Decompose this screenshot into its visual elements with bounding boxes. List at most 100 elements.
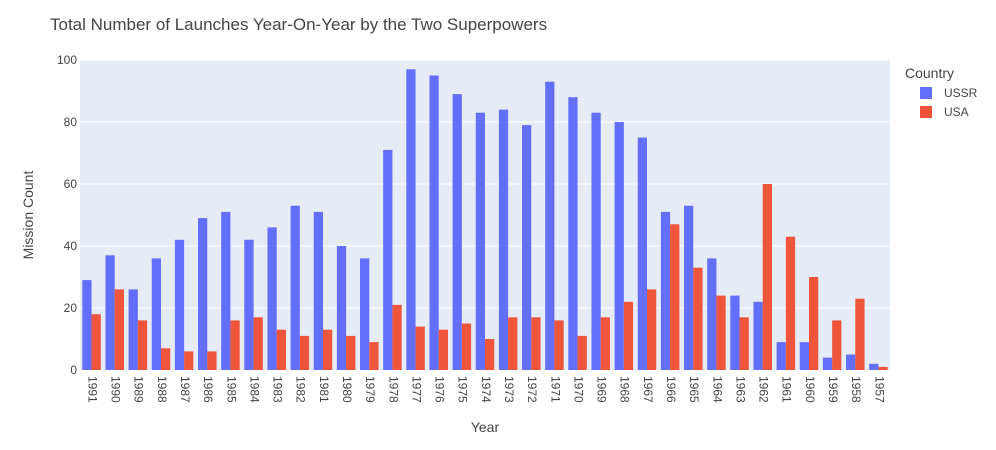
x-tick-label: 1984 bbox=[247, 376, 261, 403]
x-tick-label: 1982 bbox=[294, 376, 308, 403]
legend-swatch-usa bbox=[920, 106, 932, 118]
bar-ussr-1983 bbox=[267, 227, 277, 370]
bar-ussr-1980 bbox=[336, 246, 347, 370]
bar-usa-1965 bbox=[693, 267, 703, 370]
x-tick-label: 1964 bbox=[710, 376, 724, 403]
y-axis-ticks: 0 20 40 60 80 100 bbox=[57, 53, 77, 377]
bar-ussr-1968 bbox=[614, 122, 624, 370]
x-tick-label: 1985 bbox=[224, 376, 238, 403]
bar-usa-1988 bbox=[161, 348, 171, 370]
bar-ussr-1963 bbox=[730, 295, 740, 370]
bar-ussr-1972 bbox=[522, 125, 532, 370]
x-tick-label: 1972 bbox=[525, 376, 539, 403]
bar-usa-1976 bbox=[438, 329, 448, 370]
x-axis-title: Year bbox=[471, 419, 500, 435]
bar-ussr-1969 bbox=[591, 112, 601, 370]
bar-usa-1960 bbox=[809, 277, 819, 370]
bar-usa-1971 bbox=[554, 320, 564, 370]
bar-usa-1986 bbox=[207, 351, 217, 370]
x-tick-label: 1980 bbox=[340, 376, 354, 403]
bar-usa-1979 bbox=[369, 342, 379, 370]
bar-ussr-1978 bbox=[383, 149, 393, 370]
x-tick-label: 1977 bbox=[409, 376, 423, 403]
bar-usa-1987 bbox=[184, 351, 194, 370]
bars bbox=[82, 69, 888, 371]
bar-usa-1962 bbox=[762, 184, 772, 370]
bar-ussr-1981 bbox=[313, 211, 323, 370]
bar-usa-1964 bbox=[716, 295, 726, 370]
x-tick-label: 1960 bbox=[803, 376, 817, 403]
bar-ussr-1985 bbox=[221, 211, 231, 370]
bar-usa-1990 bbox=[114, 289, 124, 370]
x-tick-label: 1987 bbox=[178, 376, 192, 403]
bar-usa-1983 bbox=[276, 329, 286, 370]
x-tick-label: 1976 bbox=[433, 376, 447, 403]
bar-usa-1961 bbox=[785, 236, 796, 370]
bar-usa-1967 bbox=[647, 289, 657, 370]
bar-ussr-1971 bbox=[545, 81, 555, 370]
y-tick-label: 100 bbox=[57, 53, 77, 67]
bar-ussr-1977 bbox=[406, 69, 416, 371]
bar-usa-1980 bbox=[346, 335, 356, 370]
bar-usa-1958 bbox=[855, 298, 865, 370]
bar-ussr-1973 bbox=[498, 109, 509, 370]
x-tick-label: 1991 bbox=[85, 376, 99, 403]
bar-usa-1974 bbox=[485, 339, 495, 370]
bar-usa-1977 bbox=[415, 326, 425, 370]
bar-ussr-1960 bbox=[799, 342, 809, 370]
x-tick-label: 1978 bbox=[386, 376, 400, 403]
bar-ussr-1989 bbox=[128, 289, 138, 370]
y-axis-title: Mission Count bbox=[20, 171, 36, 260]
x-tick-label: 1962 bbox=[757, 376, 771, 403]
chart-title: Total Number of Launches Year-On-Year by… bbox=[50, 15, 547, 34]
x-tick-label: 1986 bbox=[201, 376, 215, 403]
bar-ussr-1959 bbox=[822, 357, 833, 370]
bar-usa-1957 bbox=[878, 366, 888, 370]
y-tick-label: 40 bbox=[64, 239, 78, 253]
x-tick-label: 1963 bbox=[733, 376, 747, 403]
x-tick-label: 1968 bbox=[618, 376, 632, 403]
x-tick-label: 1975 bbox=[456, 376, 470, 403]
y-tick-label: 80 bbox=[64, 115, 78, 129]
bar-usa-1982 bbox=[299, 335, 310, 370]
bar-usa-1981 bbox=[323, 329, 333, 370]
bar-usa-1989 bbox=[137, 320, 148, 370]
x-tick-label: 1973 bbox=[502, 376, 516, 403]
bar-usa-1970 bbox=[577, 335, 587, 370]
bar-usa-1966 bbox=[670, 224, 680, 370]
bar-ussr-1964 bbox=[707, 258, 717, 370]
bar-usa-1984 bbox=[253, 317, 263, 370]
bar-usa-1978 bbox=[392, 304, 402, 370]
bar-usa-1968 bbox=[623, 301, 634, 370]
bar-ussr-1987 bbox=[174, 239, 185, 370]
bar-ussr-1966 bbox=[660, 211, 671, 370]
x-tick-label: 1970 bbox=[571, 376, 585, 403]
x-tick-label: 1958 bbox=[849, 376, 863, 403]
bar-ussr-1967 bbox=[637, 137, 647, 370]
x-tick-label: 1965 bbox=[687, 376, 701, 403]
x-tick-label: 1988 bbox=[155, 376, 169, 403]
bar-ussr-1986 bbox=[198, 218, 208, 370]
x-tick-label: 1990 bbox=[109, 376, 123, 403]
bar-ussr-1991 bbox=[82, 280, 92, 370]
y-tick-label: 60 bbox=[64, 177, 78, 191]
bar-usa-1991 bbox=[91, 314, 101, 370]
x-tick-label: 1979 bbox=[363, 376, 377, 403]
bar-usa-1975 bbox=[461, 323, 472, 370]
bar-usa-1959 bbox=[832, 320, 842, 370]
x-tick-label: 1969 bbox=[595, 376, 609, 403]
x-tick-label: 1974 bbox=[479, 376, 493, 403]
y-tick-label: 20 bbox=[64, 301, 78, 315]
bar-ussr-1988 bbox=[151, 258, 161, 370]
bar-ussr-1970 bbox=[568, 97, 578, 370]
legend: Country USSR USA bbox=[905, 65, 978, 119]
bar-usa-1969 bbox=[600, 317, 610, 370]
bar-ussr-1976 bbox=[429, 75, 439, 370]
legend-label-ussr: USSR bbox=[944, 86, 978, 100]
legend-label-usa: USA bbox=[944, 105, 969, 119]
x-axis-ticks: 1991 1990 1989 1988 1987 1986 1985 1984 1983 1982… bbox=[85, 376, 886, 403]
bar-ussr-1975 bbox=[452, 94, 462, 370]
x-tick-label: 1961 bbox=[780, 376, 794, 403]
bar-ussr-1957 bbox=[869, 363, 879, 370]
